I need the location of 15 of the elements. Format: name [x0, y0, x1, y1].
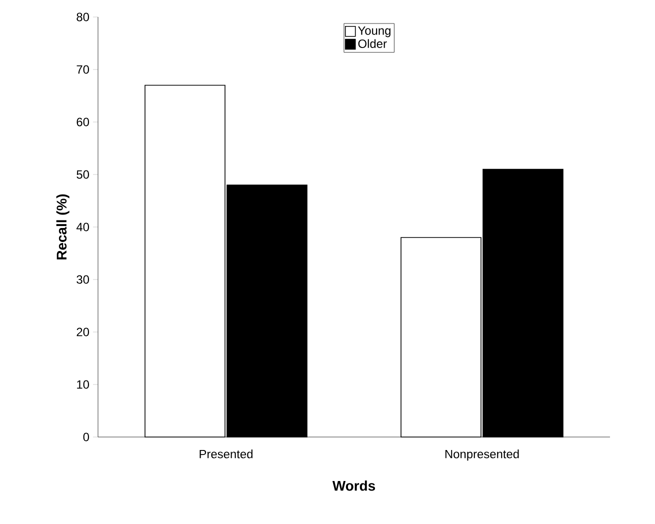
y-tick-label: 0 — [83, 432, 90, 442]
x-axis-title: Words — [332, 480, 376, 491]
y-tick-label: 40 — [76, 222, 90, 232]
x-tick-label: Nonpresented — [445, 450, 519, 461]
y-tick-label: 70 — [76, 65, 90, 74]
y-tick-label: 20 — [76, 328, 90, 336]
legend-label: Young — [358, 26, 390, 38]
y-tick-label: 10 — [77, 380, 90, 389]
y-tick-label: 30 — [76, 275, 90, 284]
y-tick-label: 60 — [76, 118, 90, 126]
y-axis-title: Recall (%) — [56, 194, 70, 260]
x-tick-label: Presented — [200, 450, 252, 458]
legend-label: Older — [358, 39, 387, 48]
y-tick-label: 80 — [76, 12, 90, 22]
y-tick-label: 50 — [76, 170, 90, 179]
